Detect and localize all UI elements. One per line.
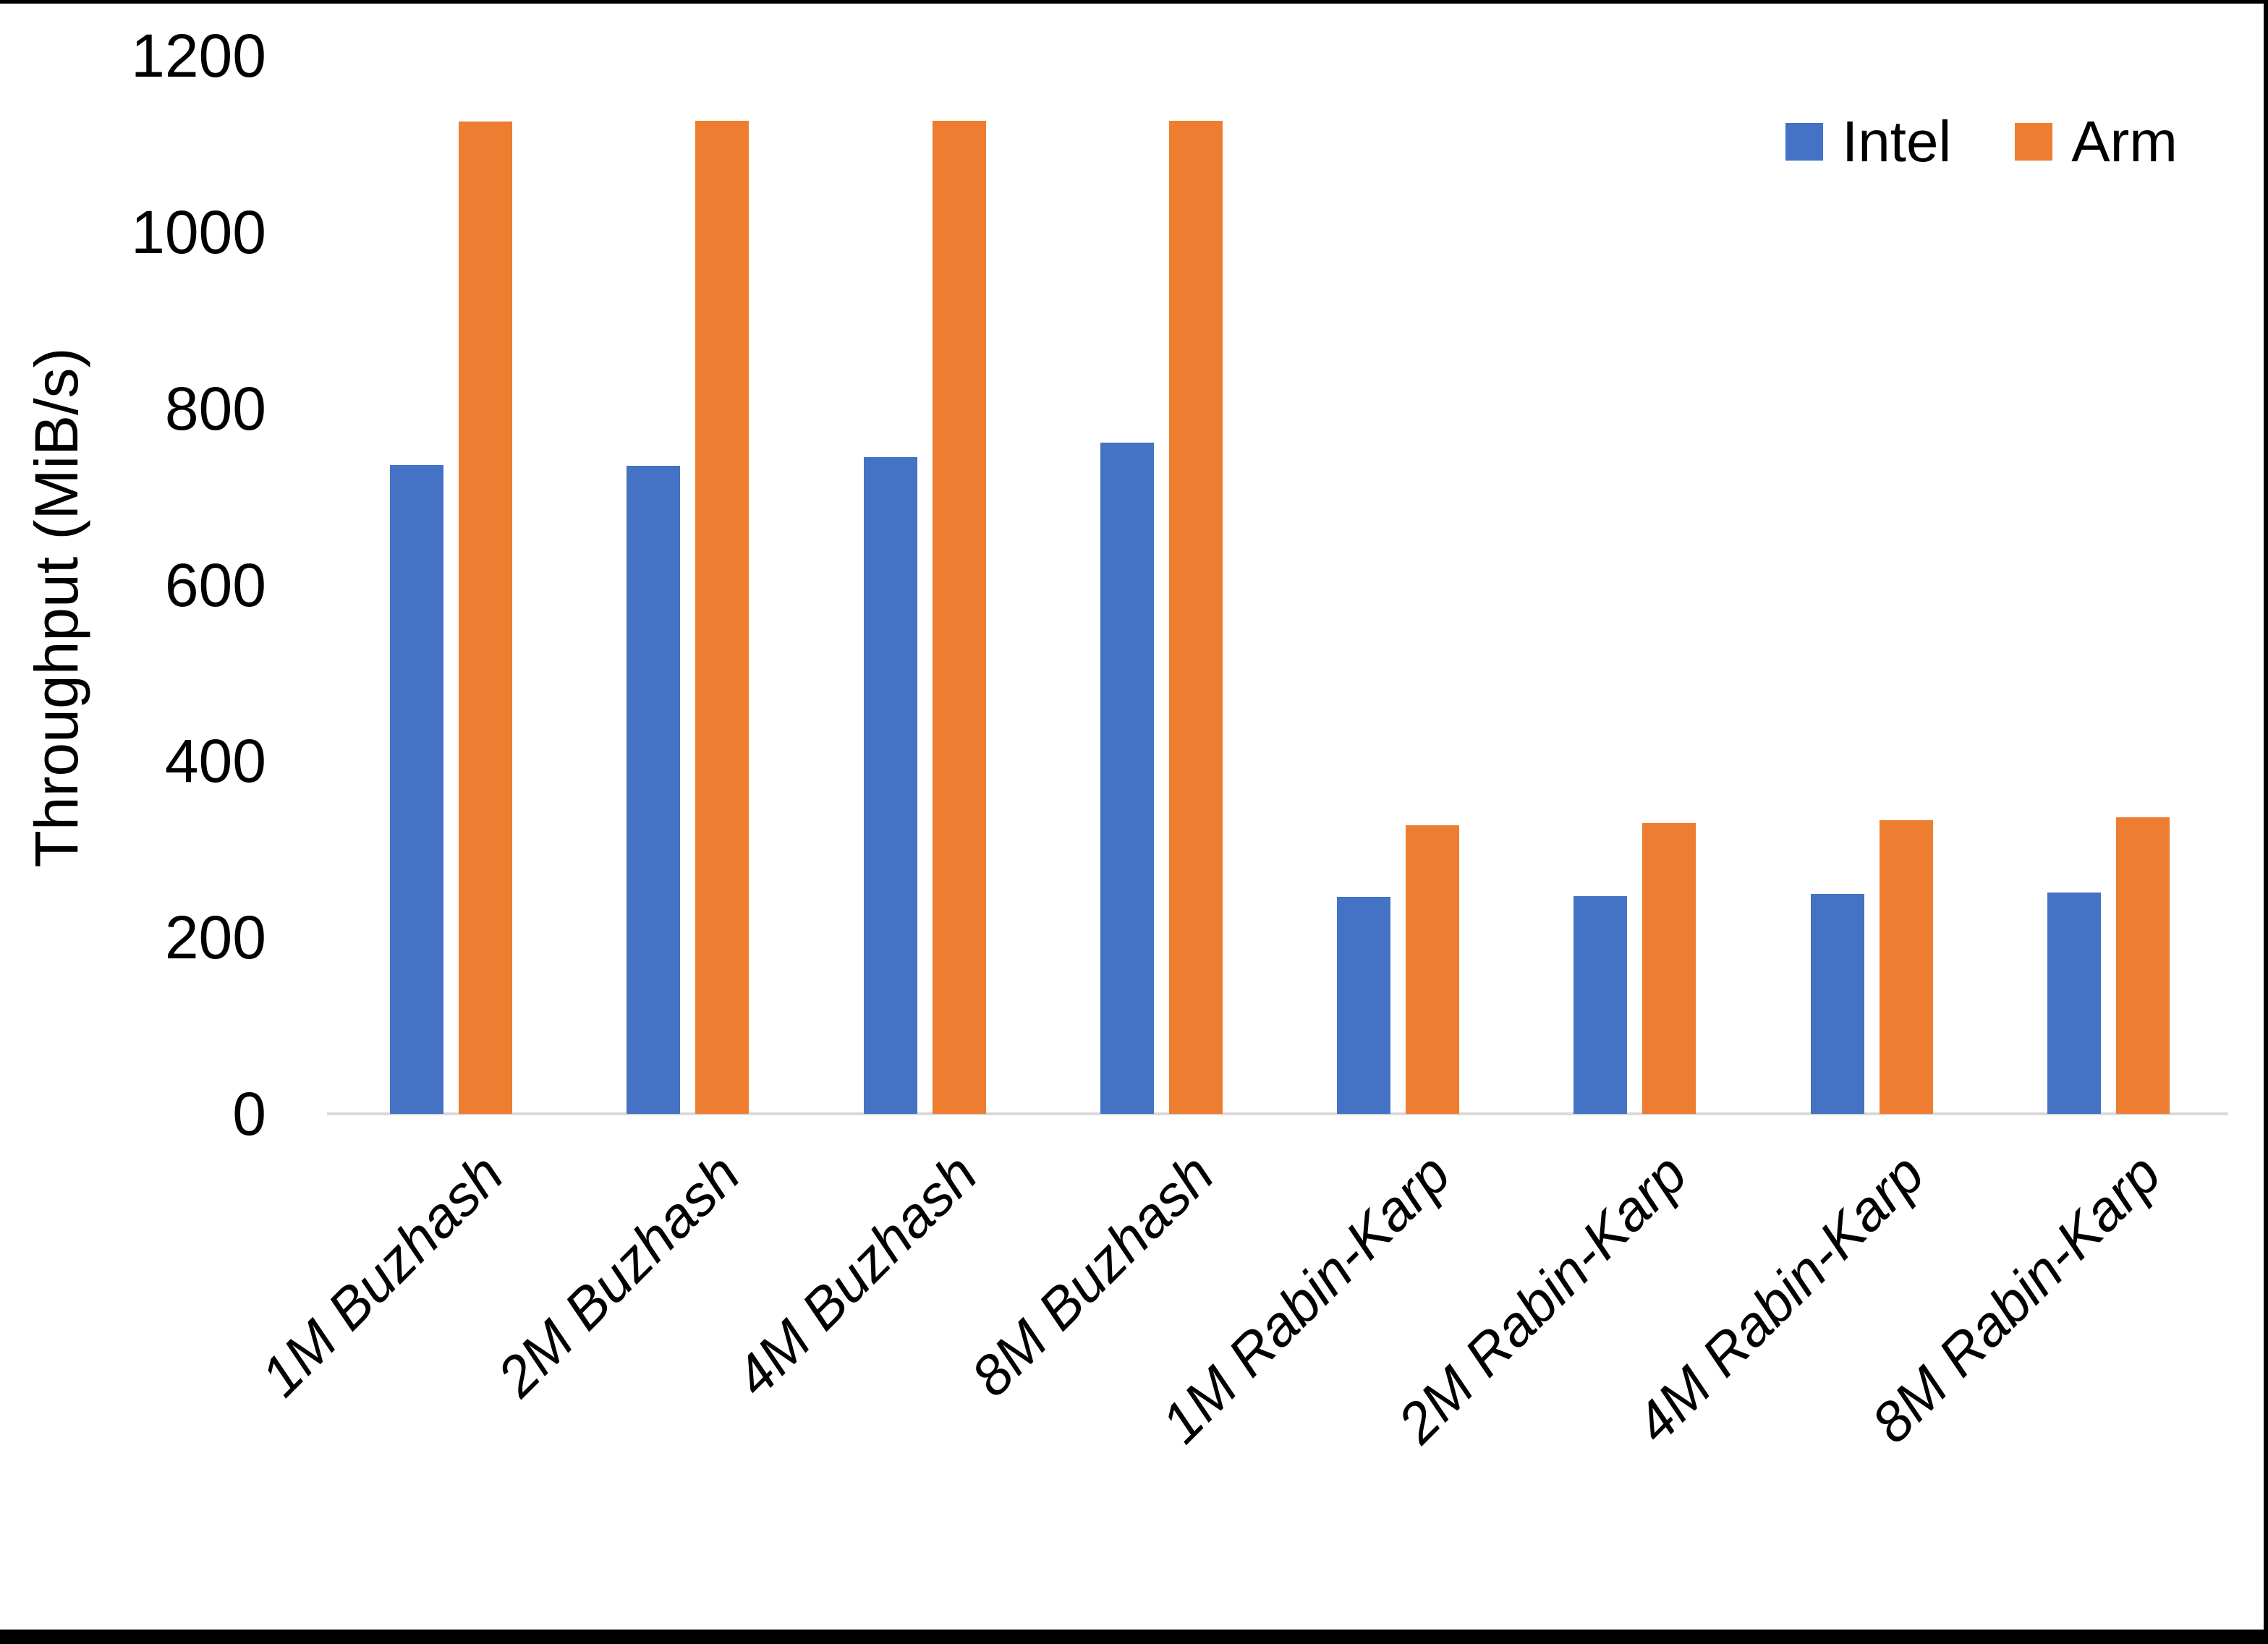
- bottom-border: [0, 1630, 2268, 1644]
- legend-item-intel: Intel: [1785, 113, 1951, 171]
- x-label-2m-buzhash: 2M Buzhash: [485, 1141, 752, 1409]
- bar-arm-4m-buzhash: [932, 121, 986, 1114]
- top-border: [0, 0, 2268, 4]
- intel-series-swatch: [1785, 123, 1823, 161]
- bar-arm-2m-rabin-karp: [1642, 822, 1696, 1114]
- y-tick-400: 400: [164, 727, 266, 796]
- x-axis-line: [327, 1112, 2228, 1115]
- bar-group-4m-rabin-karp: [1754, 56, 1990, 1114]
- legend: Intel Arm: [1785, 113, 2178, 171]
- y-tick-1000: 1000: [131, 197, 266, 266]
- bar-group-4m-buzhash: [807, 56, 1043, 1114]
- bar-group-2m-buzhash: [569, 56, 806, 1114]
- y-tick-600: 600: [164, 550, 266, 619]
- y-tick-800: 800: [164, 374, 266, 443]
- bar-group-8m-rabin-karp: [1990, 56, 2227, 1114]
- y-tick-0: 0: [232, 1080, 266, 1148]
- bar-group-1m-buzhash: [333, 56, 569, 1114]
- x-label-8m-buzhash: 8M Buzhash: [959, 1141, 1226, 1409]
- arm-series-swatch: [2015, 123, 2053, 161]
- bar-arm-2m-buzhash: [695, 121, 749, 1114]
- bar-arm-1m-rabin-karp: [1406, 825, 1460, 1114]
- bar-intel-1m-buzhash: [390, 464, 444, 1114]
- bar-arm-1m-buzhash: [459, 122, 513, 1114]
- bar-arm-4m-rabin-karp: [1879, 820, 1933, 1114]
- x-axis-category-labels: 1M Buzhash 2M Buzhash 4M Buzhash 8M Buzhash…: [249, 1114, 2227, 1548]
- bar-group-1m-rabin-karp: [1280, 56, 1516, 1114]
- bar-intel-8m-rabin-karp: [2047, 893, 2101, 1114]
- bar-intel-4m-rabin-karp: [1810, 894, 1864, 1114]
- x-label-4m-buzhash: 4M Buzhash: [722, 1141, 989, 1409]
- plot-area: [333, 56, 2227, 1114]
- y-axis-tick-labels: 0 200 400 600 800 1000 1200: [0, 25, 266, 1144]
- bar-arm-8m-buzhash: [1168, 121, 1223, 1114]
- legend-label-intel: Intel: [1842, 109, 1952, 174]
- bar-intel-8m-buzhash: [1100, 443, 1154, 1114]
- y-tick-1200: 1200: [131, 22, 266, 90]
- bar-intel-4m-buzhash: [863, 456, 917, 1114]
- right-border: [2264, 0, 2268, 1644]
- bar-intel-2m-rabin-karp: [1573, 895, 1628, 1114]
- bar-intel-2m-buzhash: [627, 465, 681, 1114]
- bar-group-8m-buzhash: [1043, 56, 1280, 1114]
- legend-label-arm: Arm: [2071, 109, 2178, 174]
- bar-arm-8m-rabin-karp: [2115, 817, 2170, 1114]
- x-label-1m-buzhash: 1M Buzhash: [248, 1141, 516, 1409]
- y-tick-200: 200: [164, 903, 266, 972]
- bar-intel-1m-rabin-karp: [1337, 897, 1391, 1114]
- bar-group-2m-rabin-karp: [1516, 56, 1753, 1114]
- legend-item-arm: Arm: [2015, 113, 2178, 171]
